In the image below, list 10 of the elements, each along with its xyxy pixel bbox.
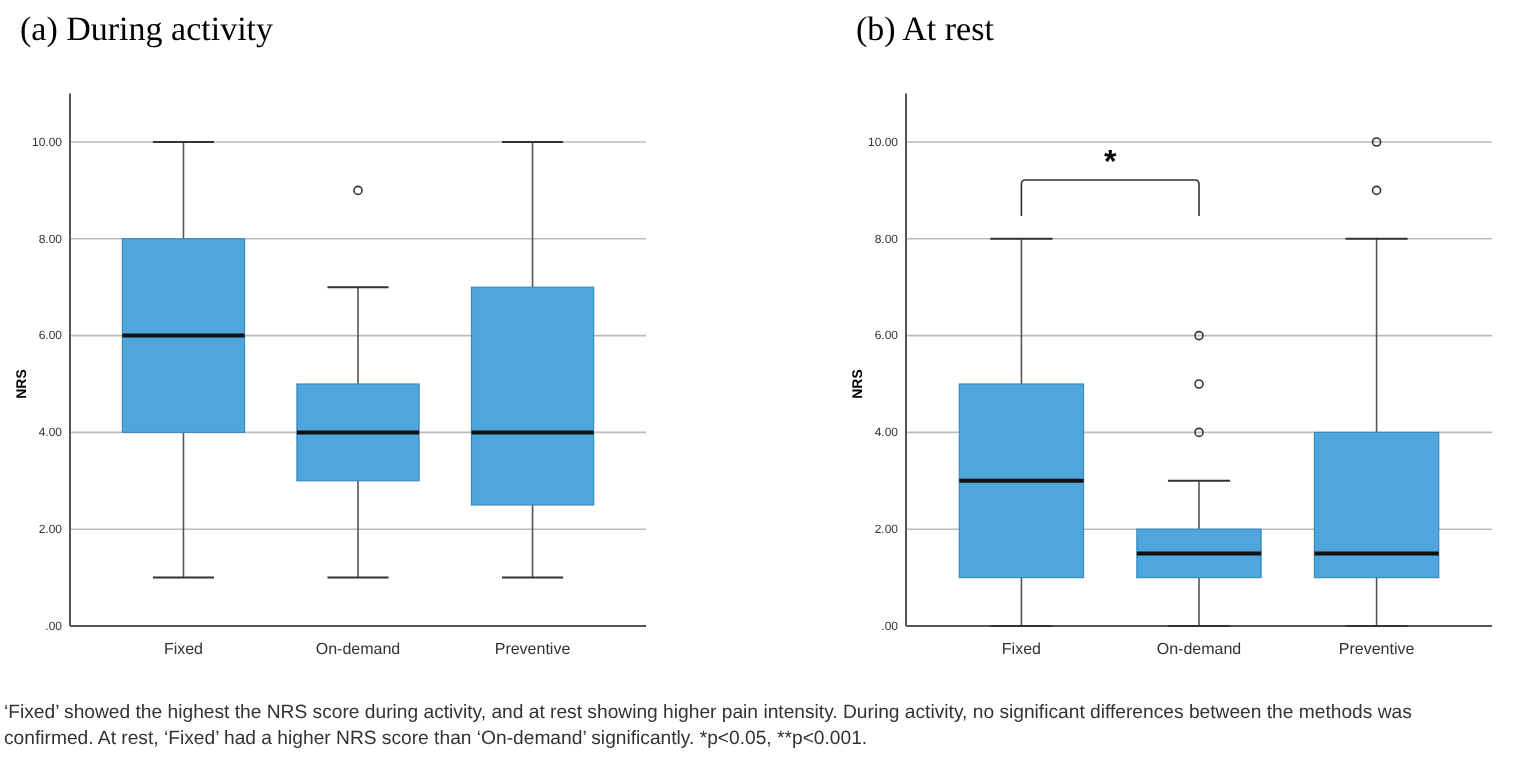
annotation: * xyxy=(1103,146,1118,180)
x-tick-label: On-demand xyxy=(1156,640,1242,658)
chart-title: (b) At rest xyxy=(856,10,995,48)
x-tick-label: Preventive xyxy=(494,640,572,658)
x-tick-label: Fixed xyxy=(163,640,204,658)
x-tick-label: On-demand xyxy=(315,640,401,658)
x-tick-label: Fixed xyxy=(1001,640,1041,658)
chart-title: (a) During activity xyxy=(20,10,275,48)
x-tick-label: Preventive xyxy=(1338,640,1416,658)
text: ‘Fixed’ showed the highest the NRS score during activity, and at rest showing higher pain intensity. During activity, no significant differences between the methods was confirmed. At rest, ‘Fixed’ had a higher NRS score than ‘On-demand’ significantly. *p<0.05, **p<0.001. xyxy=(4,702,1413,750)
